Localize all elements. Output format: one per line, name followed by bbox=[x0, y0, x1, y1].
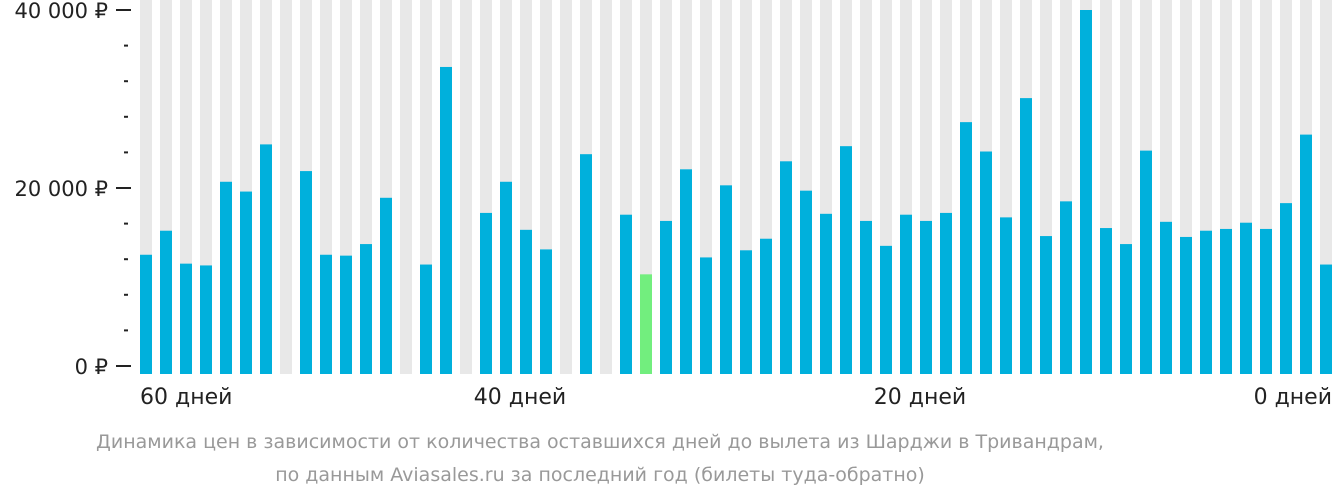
chart-caption-line2: по данным Aviasales.ru за последний год … bbox=[275, 464, 925, 486]
price-bar bbox=[880, 245, 892, 374]
price-bar bbox=[1140, 150, 1152, 374]
price-bar bbox=[260, 144, 272, 374]
price-bar bbox=[900, 214, 912, 374]
x-tick-label: 20 дней bbox=[874, 385, 966, 410]
price-bar bbox=[340, 255, 352, 374]
price-bar bbox=[580, 154, 592, 374]
price-bar bbox=[440, 66, 452, 375]
price-bar bbox=[960, 122, 972, 374]
price-bar bbox=[800, 190, 812, 374]
price-bar bbox=[1240, 222, 1252, 374]
price-bar bbox=[700, 257, 712, 374]
background-bar bbox=[280, 0, 292, 374]
price-bar bbox=[740, 250, 752, 374]
price-bar bbox=[1020, 98, 1032, 375]
chart-caption-line1: Динамика цен в зависимости от количества… bbox=[96, 431, 1104, 453]
y-tick-label: 20 000 ₽ bbox=[14, 177, 108, 201]
price-bar bbox=[500, 181, 512, 374]
price-bar bbox=[200, 265, 212, 374]
price-bar bbox=[660, 220, 672, 374]
background-bar bbox=[560, 0, 572, 374]
y-tick-label: 40 000 ₽ bbox=[14, 0, 108, 23]
price-bar bbox=[820, 213, 832, 374]
price-bar bbox=[720, 185, 732, 374]
price-bar bbox=[840, 146, 852, 374]
x-tick-label: 40 дней bbox=[474, 385, 566, 410]
x-tick-label: 0 дней bbox=[1254, 385, 1332, 410]
price-bar bbox=[1040, 236, 1052, 374]
price-bar bbox=[1120, 244, 1132, 374]
price-bar bbox=[480, 212, 492, 374]
price-bar bbox=[940, 212, 952, 374]
price-bar-chart: 0 ₽ 20 000 ₽ 40 000 ₽ 60 дней 40 дней 20 дней… bbox=[14, 0, 1332, 410]
price-bar bbox=[1280, 203, 1292, 374]
background-bar bbox=[460, 0, 472, 374]
price-bar bbox=[780, 161, 792, 374]
price-bar bbox=[1060, 201, 1072, 374]
price-bar bbox=[1320, 264, 1332, 374]
price-bar bbox=[540, 249, 552, 374]
price-bar bbox=[1160, 221, 1172, 374]
price-bar bbox=[1100, 228, 1112, 374]
price-bar bbox=[300, 171, 312, 374]
price-bar bbox=[620, 214, 632, 374]
price-bar bbox=[1300, 134, 1312, 374]
background-bar bbox=[600, 0, 612, 374]
price-bar bbox=[180, 263, 192, 374]
x-tick-label: 60 дней bbox=[140, 385, 232, 410]
price-bar bbox=[1220, 228, 1232, 374]
price-bar bbox=[640, 274, 652, 374]
price-bar bbox=[680, 169, 692, 374]
background-bar bbox=[400, 0, 412, 374]
price-bar bbox=[1080, 10, 1092, 374]
price-bar bbox=[860, 220, 872, 374]
price-bar bbox=[320, 254, 332, 374]
price-bar bbox=[520, 229, 532, 374]
price-bar bbox=[420, 264, 432, 374]
price-bar bbox=[380, 197, 392, 374]
price-bar bbox=[1180, 236, 1192, 374]
price-bar bbox=[240, 191, 252, 374]
price-bar bbox=[760, 238, 772, 374]
y-tick-label: 0 ₽ bbox=[75, 355, 108, 379]
price-bar bbox=[1000, 217, 1012, 374]
price-bar bbox=[160, 230, 172, 374]
price-bar bbox=[1260, 228, 1272, 374]
price-bar bbox=[360, 244, 372, 374]
price-bar bbox=[980, 151, 992, 374]
price-bar bbox=[140, 254, 152, 374]
price-bar bbox=[1200, 230, 1212, 374]
price-bar bbox=[220, 181, 232, 374]
price-bar bbox=[920, 220, 932, 374]
